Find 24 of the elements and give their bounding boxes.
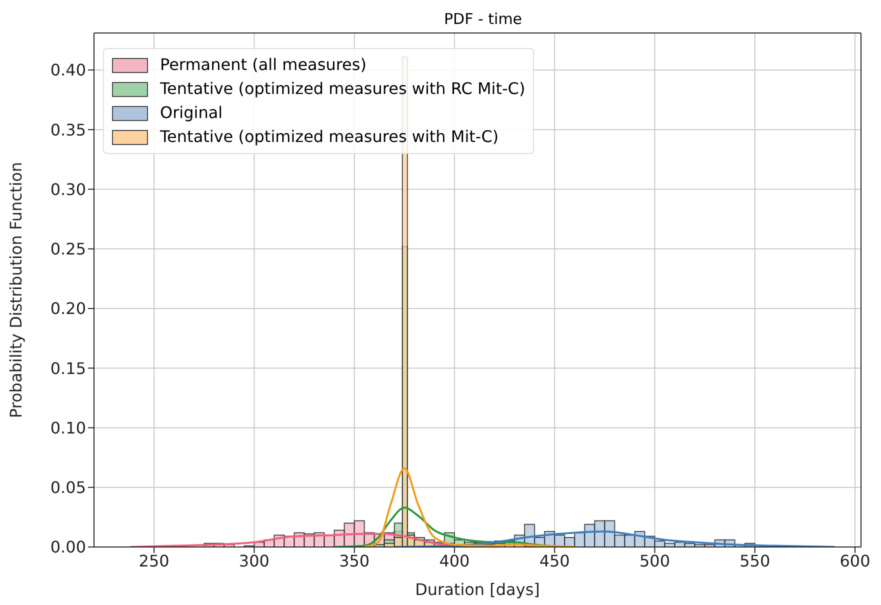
x-tick-label: 600 [840,551,870,570]
x-axis-title: Duration [days] [415,580,540,599]
y-tick-label: 0.15 [50,358,86,378]
y-tick-label: 0.40 [50,60,86,80]
x-tick-label: 500 [639,551,670,570]
legend-label: Permanent (all measures) [160,54,366,76]
y-tick-label: 0.20 [50,299,86,318]
chart-title: PDF - time [442,10,524,28]
y-tick-label: 0.30 [50,180,86,199]
y-tick-label: 0.25 [50,240,86,259]
legend-label: Tentative (optimized measures with RC Mit-C) [160,78,526,100]
y-tick-label: 0.10 [50,418,86,438]
x-tick-label: 450 [539,551,570,570]
x-tick-label: 550 [740,551,770,570]
y-tick-label: 0.00 [50,538,86,557]
x-tick-label: 250 [138,551,170,570]
legend-label: Tentative (optimized measures with Mit-C) [160,126,499,148]
legend-label: Original [160,102,223,124]
y-tick-label: 0.05 [50,478,86,498]
x-tick-label: 400 [439,551,470,570]
x-tick-label: 300 [238,551,270,570]
y-axis-title: Probability Distribution Function [6,162,26,418]
x-tick-label: 350 [339,551,370,570]
y-tick-label: 0.35 [50,120,86,140]
